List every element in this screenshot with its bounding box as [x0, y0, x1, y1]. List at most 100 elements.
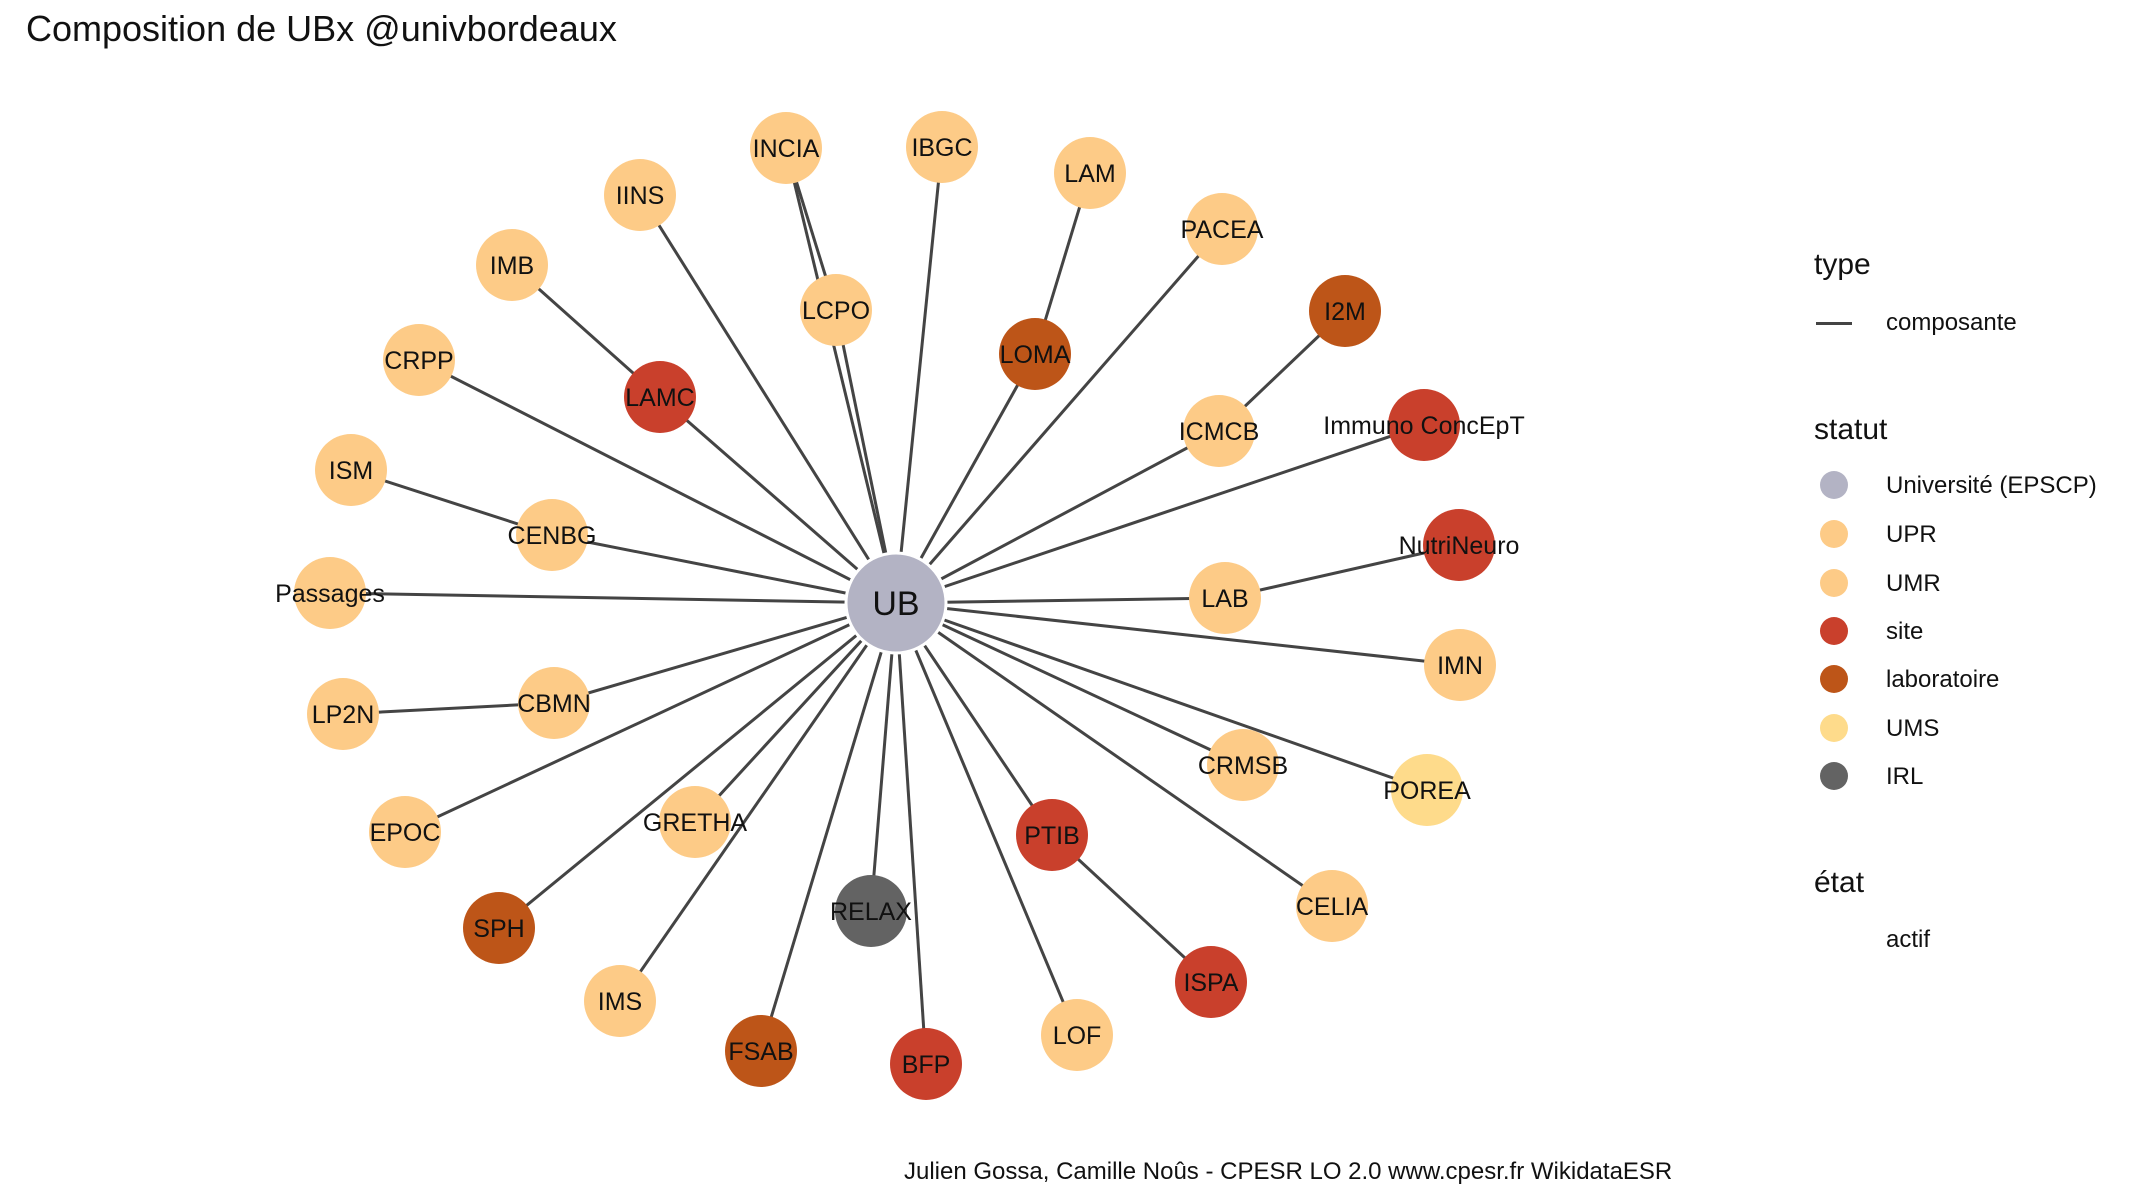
node-lab	[1189, 562, 1261, 634]
caption: Julien Gossa, Camille Noûs - CPESR LO 2.…	[904, 1158, 1673, 1185]
legend-dot-site	[1820, 617, 1848, 645]
node-imn	[1424, 629, 1496, 701]
node-label-crmsb: CRMSB	[1198, 752, 1288, 780]
edge-ub-sph	[498, 601, 897, 930]
node-label-lab: LAB	[1201, 585, 1248, 613]
node-bfp	[890, 1028, 962, 1100]
node-gretha	[659, 786, 731, 858]
node-label-porea: POREA	[1383, 777, 1471, 805]
node-label-pacea: PACEA	[1181, 216, 1264, 244]
edge-ub-immuno-concept	[895, 423, 1425, 605]
node-relax	[835, 875, 907, 947]
node-loma	[999, 318, 1071, 390]
node-label-ub: UB	[872, 585, 919, 623]
edge-ub-imn	[895, 601, 1461, 667]
edge-ub-celia	[895, 601, 1333, 908]
node-label-ptib: PTIB	[1024, 822, 1080, 850]
edge-ub-pacea	[894, 228, 1224, 604]
legend-type-title: type	[1814, 248, 1871, 281]
node-ibgc	[906, 111, 978, 183]
legend-label-universite: Université (EPSCP)	[1886, 472, 2097, 499]
legend-dot-laboratoire	[1820, 665, 1848, 693]
edge-nutrineuro-lab	[1224, 543, 1460, 600]
node-label-nutrineuro: NutriNeuro	[1399, 532, 1520, 560]
node-label-relax: RELAX	[830, 898, 912, 926]
node-label-incia: INCIA	[753, 135, 820, 163]
edge-ub-icmcb	[895, 429, 1220, 605]
node-lp2n	[307, 678, 379, 750]
node-lamc	[624, 361, 696, 433]
legend-actif-label: actif	[1886, 926, 1931, 953]
node-label-ispa: ISPA	[1183, 969, 1238, 997]
edge-ub-cbmn	[553, 601, 897, 705]
legend-composante-label: composante	[1886, 309, 2017, 336]
nodes-layer: INCIA IBGC LAM IINS PACEA IMB LCPO I2M LOMA CRPP L…	[275, 111, 1525, 1100]
node-label-lamc: LAMC	[625, 384, 694, 412]
legend-dot-universite	[1820, 471, 1848, 499]
node-cenbg	[516, 499, 588, 571]
node-cbmn	[518, 667, 590, 739]
node-label-epoc: EPOC	[370, 819, 441, 847]
node-label-cenbg: CENBG	[508, 522, 597, 550]
node-label-loma: LOMA	[1000, 341, 1071, 369]
node-label-lcpo: LCPO	[802, 297, 870, 325]
edge-ub-ibgc	[894, 146, 944, 604]
legend-statut-title: statut	[1814, 413, 1888, 446]
node-label-immuno-concept: Immuno ConcEpT	[1323, 412, 1524, 440]
edge-ub-lof	[894, 602, 1079, 1036]
node-fsab	[725, 1015, 797, 1087]
edge-ub-cenbg	[551, 533, 897, 605]
node-pacea	[1186, 193, 1258, 265]
legend-label-site: site	[1886, 618, 1924, 645]
node-icmcb	[1183, 395, 1255, 467]
node-label-passages: Passages	[275, 580, 385, 608]
node-crmsb	[1207, 729, 1279, 801]
edge-ub-passages	[329, 591, 897, 605]
node-ims	[584, 965, 656, 1037]
node-label-fsab: FSAB	[728, 1038, 793, 1066]
node-porea	[1391, 754, 1463, 826]
legend-label-laboratoire: laboratoire	[1886, 666, 2000, 693]
node-label-crpp: CRPP	[384, 347, 453, 375]
node-label-lam: LAM	[1064, 160, 1115, 188]
edge-ub-porea	[895, 601, 1428, 792]
node-ism	[315, 434, 387, 506]
node-lof	[1041, 999, 1113, 1071]
legend-etat-title: état	[1814, 866, 1865, 899]
legend-dot-ums	[1820, 714, 1848, 742]
node-label-sph: SPH	[473, 915, 524, 943]
node-label-ibgc: IBGC	[911, 134, 972, 162]
legend-label-irl: IRL	[1886, 763, 1924, 790]
node-epoc	[369, 796, 441, 868]
edge-ispa-ptib	[1050, 833, 1213, 984]
node-celia	[1296, 870, 1368, 942]
node-label-imb: IMB	[490, 252, 534, 280]
node-label-iins: IINS	[616, 182, 665, 210]
legend-label-ums: UMS	[1886, 715, 1940, 742]
chart-title: Composition de UBx @univbordeaux	[26, 8, 617, 49]
legend-dot-irl	[1820, 762, 1848, 790]
edge-ub-lamc	[659, 395, 897, 605]
node-label-lof: LOF	[1053, 1022, 1102, 1050]
node-label-celia: CELIA	[1296, 893, 1369, 921]
node-label-icmcb: ICMCB	[1179, 418, 1260, 446]
node-iins	[604, 159, 676, 231]
legend-label-umr: UMR	[1886, 570, 1941, 597]
node-imb	[476, 229, 548, 301]
node-label-lp2n: LP2N	[312, 701, 375, 729]
legend-dot-upr	[1820, 520, 1848, 548]
edge-ub-bfp	[894, 602, 928, 1065]
node-center-ub	[844, 551, 948, 655]
node-crpp	[383, 324, 455, 396]
edge-ub-ims	[618, 602, 898, 1002]
edge-ub-crmsb	[895, 601, 1244, 767]
node-immuno-concept	[1388, 389, 1460, 461]
edge-ub-fsab	[759, 602, 898, 1052]
edge-ub-relax	[869, 602, 898, 912]
legend-label-upr: UPR	[1886, 521, 1937, 548]
node-ptib	[1016, 799, 1088, 871]
node-lam	[1054, 137, 1126, 209]
legend-dot-umr	[1820, 569, 1848, 597]
edge-ub-iins	[638, 194, 898, 604]
